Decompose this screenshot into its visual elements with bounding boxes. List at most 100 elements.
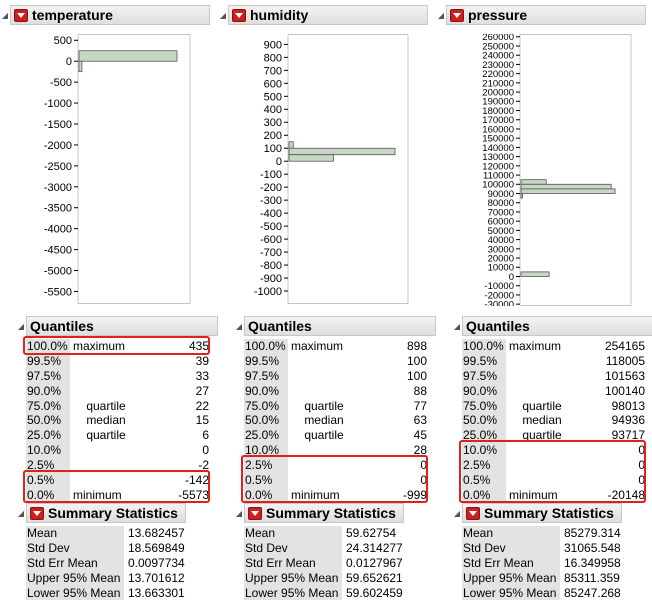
quantile-value: -142	[184, 473, 209, 488]
disclosure-triangle-icon[interactable]: ◢	[437, 10, 445, 20]
disclosure-triangle-icon[interactable]: ◢	[1, 10, 9, 20]
quantile-value: 39	[195, 353, 209, 368]
red-triangle-menu-icon[interactable]	[14, 8, 28, 22]
summary-title: Summary Statistics	[266, 505, 396, 521]
quantile-row: 50.0% median 63	[244, 413, 429, 429]
disclosure-triangle-icon[interactable]: ◢	[17, 321, 25, 331]
summary-row: Mean 13.682457	[26, 526, 211, 541]
quantile-label: minimum	[509, 487, 558, 502]
summary-statistics-table: Mean 13.682457 Std Dev 18.569849 Std Err Mea…	[26, 526, 211, 600]
quantile-percent: 2.5%	[462, 458, 506, 474]
tick-label: -200	[260, 182, 282, 194]
summary-row: Lower 95% Mean 13.663301	[26, 585, 211, 600]
disclosure-triangle-icon[interactable]: ◢	[17, 508, 25, 518]
quantile-row: 97.5% 101563	[462, 368, 647, 384]
quantile-row: 0.5% -142	[26, 473, 211, 488]
histogram-bar[interactable]	[520, 188, 616, 194]
disclosure-triangle-icon[interactable]: ◢	[219, 10, 227, 20]
outline-header-pressure[interactable]: ◢ pressure	[436, 4, 646, 26]
disclosure-triangle-icon[interactable]: ◢	[235, 321, 243, 331]
summary-row: Std Err Mean 0.0097734	[26, 555, 211, 571]
summary-statistics-header[interactable]: ◢ Summary Statistics	[452, 502, 622, 524]
plot-frame	[519, 34, 632, 306]
quantile-row: 100.0% maximum 254165	[462, 339, 647, 354]
histogram-bar[interactable]	[288, 154, 334, 162]
tick-label: -500	[50, 77, 72, 89]
red-triangle-menu-icon[interactable]	[232, 8, 246, 22]
quantile-percent: 10.0%	[462, 443, 506, 459]
variable-title: temperature	[32, 7, 113, 23]
histogram-bar[interactable]	[520, 271, 550, 277]
red-triangle-menu-icon[interactable]	[450, 8, 464, 22]
histogram-bar[interactable]	[520, 183, 612, 190]
quantile-row: 100.0% maximum 898	[244, 339, 429, 354]
disclosure-triangle-icon[interactable]: ◢	[235, 508, 243, 518]
histogram-bar[interactable]	[78, 50, 178, 62]
summary-value: 31065.548	[564, 540, 621, 555]
histogram-bar[interactable]	[520, 193, 523, 199]
summary-title: Summary Statistics	[48, 505, 178, 521]
outline-header-humidity[interactable]: ◢ humidity	[218, 4, 428, 26]
quantile-row: 100.0% maximum 435	[26, 339, 211, 354]
quantile-percent: 50.0%	[244, 413, 288, 429]
quantile-value: 100	[406, 353, 427, 368]
summary-statistics-header[interactable]: ◢ Summary Statistics	[16, 502, 186, 524]
disclosure-triangle-icon[interactable]: ◢	[453, 508, 461, 518]
tick-label: 900	[264, 39, 282, 51]
tick-label: 700	[264, 65, 282, 77]
quantile-percent: 2.5%	[26, 458, 70, 474]
quantile-percent: 99.5%	[462, 353, 506, 369]
histogram-bar[interactable]	[78, 60, 83, 73]
quantile-row: 90.0% 27	[26, 383, 211, 399]
tick-label: 200000	[482, 88, 514, 99]
quantile-label: quartile	[304, 398, 344, 413]
column-pressure: ◢ pressure 260000 250000 240000 230000 22000…	[436, 0, 652, 600]
disclosure-triangle-icon[interactable]: ◢	[453, 321, 461, 331]
red-triangle-menu-icon[interactable]	[466, 506, 480, 520]
summary-value: 16.349958	[564, 555, 621, 570]
summary-row: Upper 95% Mean 59.652621	[244, 570, 429, 586]
red-triangle-menu-icon[interactable]	[248, 506, 262, 520]
tick-label: 30000	[488, 244, 514, 255]
summary-row: Upper 95% Mean 85311.359	[462, 570, 647, 586]
quantile-percent: 50.0%	[26, 413, 70, 429]
summary-statistics-header[interactable]: ◢ Summary Statistics	[234, 502, 404, 524]
summary-label: Mean	[244, 526, 342, 541]
tick-label: 500	[54, 35, 72, 47]
tick-label: 10000	[488, 263, 514, 274]
quantiles-header[interactable]: ◢ Quantiles	[234, 315, 436, 337]
quantile-label: quartile	[86, 398, 126, 413]
quantiles-table: 100.0% maximum 898 99.5% 100 97.5% 100 90.0% 88 7…	[244, 339, 429, 503]
quantile-row: 25.0% quartile 6	[26, 428, 211, 444]
quantile-value: 93717	[611, 428, 645, 443]
tick-label: -20000	[484, 290, 514, 301]
quantile-value: 0	[638, 473, 645, 488]
quantile-percent: 75.0%	[462, 398, 506, 414]
quantile-label: median	[522, 413, 562, 428]
quantile-percent: 50.0%	[462, 413, 506, 429]
histogram-bar[interactable]	[520, 179, 547, 185]
quantile-row: 50.0% median 94936	[462, 413, 647, 429]
tick-label: 0	[276, 156, 282, 168]
quantile-value: 28	[413, 443, 427, 458]
quantiles-header[interactable]: ◢ Quantiles	[452, 315, 652, 337]
outline-header-temperature[interactable]: ◢ temperature	[0, 4, 210, 26]
quantile-row: 10.0% 28	[244, 443, 429, 459]
quantile-percent: 25.0%	[462, 428, 506, 444]
quantiles-title: Quantiles	[248, 318, 312, 334]
quantiles-header[interactable]: ◢ Quantiles	[16, 315, 218, 337]
summary-value: 0.0127967	[346, 555, 403, 570]
tick-label: -500	[260, 221, 282, 233]
quantile-row: 97.5% 33	[26, 368, 211, 384]
quantile-percent: 90.0%	[26, 383, 70, 399]
histogram-bar[interactable]	[288, 141, 294, 149]
quantile-row: 90.0% 88	[244, 383, 429, 399]
quantile-value: 22	[195, 398, 209, 413]
histogram-bar[interactable]	[288, 147, 396, 156]
tick-label: -5500	[44, 286, 72, 298]
summary-label: Mean	[26, 526, 124, 541]
red-triangle-menu-icon[interactable]	[30, 506, 44, 520]
quantile-percent: 25.0%	[26, 428, 70, 444]
quantiles-title: Quantiles	[30, 318, 94, 334]
summary-value: 85247.268	[564, 585, 621, 600]
